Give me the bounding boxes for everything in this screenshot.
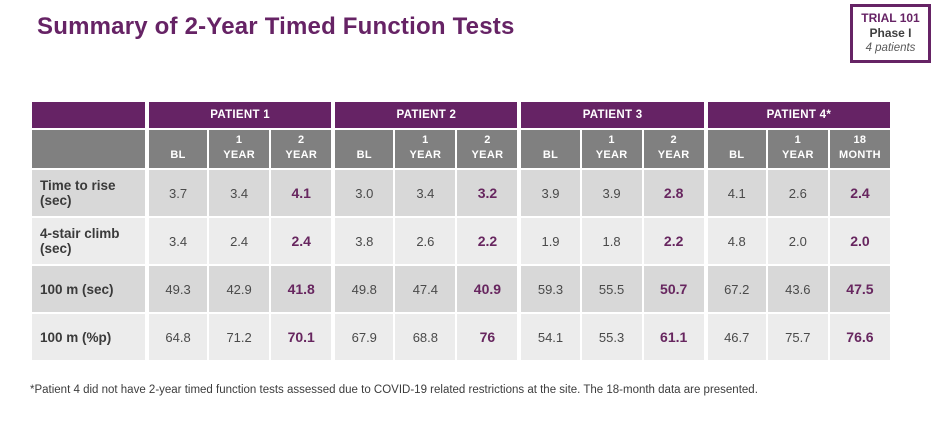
table-row: 100 m (sec) 49.3 42.9 41.8 49.8 47.4 40.9 59.3 5… [32, 266, 890, 312]
patient-group-header-1: PATIENT 1 [147, 102, 332, 128]
data-cell: 76 [457, 314, 518, 360]
data-cell: 4.8 [705, 218, 766, 264]
trial-badge-patients: 4 patients [865, 42, 916, 54]
row-label: 100 m (%p) [32, 314, 145, 360]
data-cell: 46.7 [705, 314, 766, 360]
data-cell: 64.8 [147, 314, 208, 360]
table-row: 100 m (%p) 64.8 71.2 70.1 67.9 68.8 76 54.1 55.3… [32, 314, 890, 360]
data-cell: 3.9 [519, 170, 580, 216]
data-cell: 47.4 [395, 266, 456, 312]
data-cell: 61.1 [643, 314, 704, 360]
data-cell: 3.2 [457, 170, 518, 216]
data-cell: 3.9 [581, 170, 642, 216]
trial-badge-name: TRIAL 101 [861, 11, 920, 25]
trial-badge: TRIAL 101 Phase I 4 patients [850, 4, 931, 64]
period-header: 18 MONTH [829, 130, 890, 168]
data-cell: 2.4 [829, 170, 890, 216]
data-cell: 3.8 [333, 218, 394, 264]
period-header: BL [333, 130, 394, 168]
data-cell: 43.6 [767, 266, 828, 312]
period-header: 1 YEAR [767, 130, 828, 168]
data-cell: 2.0 [767, 218, 828, 264]
period-header-row: BL 1 YEAR 2 YEAR BL 1 YEAR 2 YEAR BL 1 YEAR 2 YEAR BL 1 Y… [32, 130, 890, 168]
period-header-blank-cell [32, 130, 145, 168]
data-cell: 4.1 [705, 170, 766, 216]
data-cell: 49.8 [333, 266, 394, 312]
footnote: *Patient 4 did not have 2-year timed fun… [30, 384, 758, 396]
period-header: BL [147, 130, 208, 168]
period-header: 2 YEAR [643, 130, 704, 168]
patient-header-row: PATIENT 1 PATIENT 2 PATIENT 3 PATIENT 4* [32, 102, 890, 128]
data-cell: 41.8 [271, 266, 332, 312]
data-cell: 67.2 [705, 266, 766, 312]
data-cell: 2.2 [643, 218, 704, 264]
data-cell: 1.8 [581, 218, 642, 264]
data-cell: 76.6 [829, 314, 890, 360]
data-cell: 75.7 [767, 314, 828, 360]
period-header: 1 YEAR [395, 130, 456, 168]
table-row: Time to rise (sec) 3.7 3.4 4.1 3.0 3.4 3.2 3.9 3… [32, 170, 890, 216]
data-cell: 68.8 [395, 314, 456, 360]
data-cell: 2.8 [643, 170, 704, 216]
data-cell: 59.3 [519, 266, 580, 312]
data-cell: 55.3 [581, 314, 642, 360]
patient-group-header-2: PATIENT 2 [333, 102, 518, 128]
data-cell: 40.9 [457, 266, 518, 312]
data-cell: 3.4 [395, 170, 456, 216]
period-header: 2 YEAR [457, 130, 518, 168]
data-cell: 47.5 [829, 266, 890, 312]
data-cell: 4.1 [271, 170, 332, 216]
row-label: 100 m (sec) [32, 266, 145, 312]
period-header: 1 YEAR [209, 130, 270, 168]
trial-badge-phase: Phase I [869, 26, 912, 40]
data-cell: 54.1 [519, 314, 580, 360]
data-cell: 1.9 [519, 218, 580, 264]
page-title: Summary of 2-Year Timed Function Tests [37, 13, 515, 40]
row-label: Time to rise (sec) [32, 170, 145, 216]
row-label: 4-stair climb (sec) [32, 218, 145, 264]
data-cell: 50.7 [643, 266, 704, 312]
data-cell: 2.2 [457, 218, 518, 264]
timed-function-table-wrap: PATIENT 1 PATIENT 2 PATIENT 3 PATIENT 4* BL 1… [30, 100, 892, 362]
data-cell: 3.4 [209, 170, 270, 216]
data-cell: 67.9 [333, 314, 394, 360]
data-cell: 3.0 [333, 170, 394, 216]
period-header: BL [519, 130, 580, 168]
data-cell: 3.4 [147, 218, 208, 264]
data-cell: 55.5 [581, 266, 642, 312]
data-cell: 71.2 [209, 314, 270, 360]
data-cell: 70.1 [271, 314, 332, 360]
corner-cell [32, 102, 145, 128]
patient-group-header-4: PATIENT 4* [705, 102, 890, 128]
data-cell: 2.4 [271, 218, 332, 264]
data-cell: 3.7 [147, 170, 208, 216]
data-cell: 2.6 [767, 170, 828, 216]
data-cell: 49.3 [147, 266, 208, 312]
data-cell: 2.0 [829, 218, 890, 264]
patient-group-header-3: PATIENT 3 [519, 102, 704, 128]
period-header: BL [705, 130, 766, 168]
data-cell: 42.9 [209, 266, 270, 312]
table-row: 4-stair climb (sec) 3.4 2.4 2.4 3.8 2.6 2.2 1.9… [32, 218, 890, 264]
timed-function-table: PATIENT 1 PATIENT 2 PATIENT 3 PATIENT 4* BL 1… [30, 100, 892, 362]
data-cell: 2.4 [209, 218, 270, 264]
data-cell: 2.6 [395, 218, 456, 264]
period-header: 2 YEAR [271, 130, 332, 168]
period-header: 1 YEAR [581, 130, 642, 168]
